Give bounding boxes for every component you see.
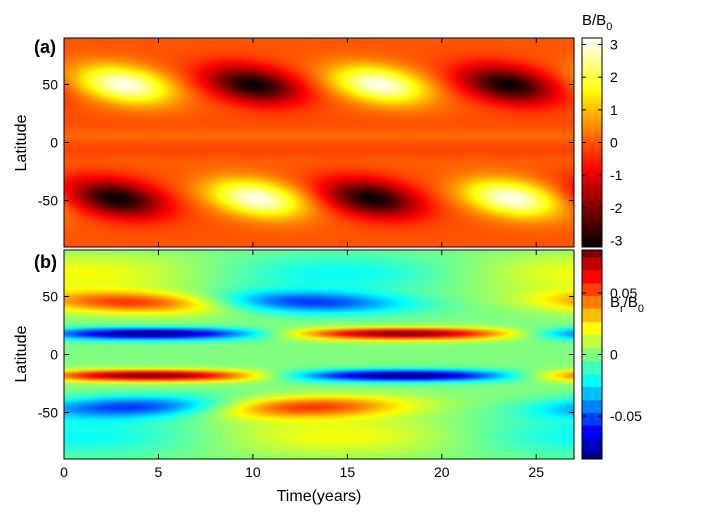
ylabel-a: Latitude bbox=[13, 114, 30, 171]
colorbar-title-a: B/B0 bbox=[582, 12, 612, 33]
x-ticks-b: 0 5 10 15 20 25 bbox=[60, 250, 544, 480]
colorbar-tick-label: 0.05 bbox=[610, 285, 637, 301]
y-tick-label: -50 bbox=[38, 193, 58, 209]
x-tick-label: 5 bbox=[155, 464, 163, 480]
y-ticks-a: 50 0 -50 bbox=[38, 76, 574, 209]
heatmap-b bbox=[64, 250, 574, 459]
colorbar-b bbox=[582, 250, 602, 459]
colorbar-ticks-a: 3 2 1 0 -1 -2 -3 bbox=[582, 37, 623, 248]
colorbar-tick-label: -0.05 bbox=[610, 408, 642, 424]
x-tick-label: 0 bbox=[60, 464, 68, 480]
colorbar-tick-label: -3 bbox=[610, 232, 623, 248]
x-tick-label: 15 bbox=[340, 464, 356, 480]
panel-label-a: (a) bbox=[34, 37, 56, 57]
y-tick-label: 50 bbox=[42, 76, 58, 92]
heatmap-a bbox=[64, 38, 574, 247]
colorbar-tick-label: 2 bbox=[610, 69, 618, 85]
y-tick-label: 0 bbox=[50, 135, 58, 151]
colorbar-tick-label: 3 bbox=[610, 37, 618, 53]
colorbar-ticks-b: 0.05 0 -0.05 bbox=[582, 285, 642, 424]
y-tick-label: 0 bbox=[50, 347, 58, 363]
x-ticks-a bbox=[63, 38, 537, 247]
x-tick-label: 25 bbox=[528, 464, 544, 480]
colorbar-a bbox=[582, 38, 602, 247]
colorbar-tick-label: -2 bbox=[610, 200, 623, 216]
colorbar-title-b: Br/B0 bbox=[610, 294, 644, 315]
panel-b: (b) Latitude 50 0 -50 0 5 10 15 20 25 Time(year… bbox=[13, 249, 644, 505]
colorbar-tick-label: 0 bbox=[610, 135, 618, 151]
y-tick-label: -50 bbox=[38, 405, 58, 421]
y-ticks-b: 50 0 -50 bbox=[38, 288, 574, 421]
panel-a: (a) Latitude 50 0 -50 3 2 1 0 -1 -2 -3 B/B0 bbox=[13, 12, 623, 248]
colorbar-tick-label: 1 bbox=[610, 102, 618, 118]
x-tick-label: 10 bbox=[245, 464, 261, 480]
colorbar-tick-label: -1 bbox=[610, 167, 623, 183]
x-tick-label: 20 bbox=[434, 464, 450, 480]
panel-label-b: (b) bbox=[34, 252, 57, 272]
colorbar-tick-label: 0 bbox=[610, 347, 618, 363]
xlabel: Time(years) bbox=[277, 488, 362, 505]
ylabel-b: Latitude bbox=[13, 325, 30, 382]
y-tick-label: 50 bbox=[42, 288, 58, 304]
